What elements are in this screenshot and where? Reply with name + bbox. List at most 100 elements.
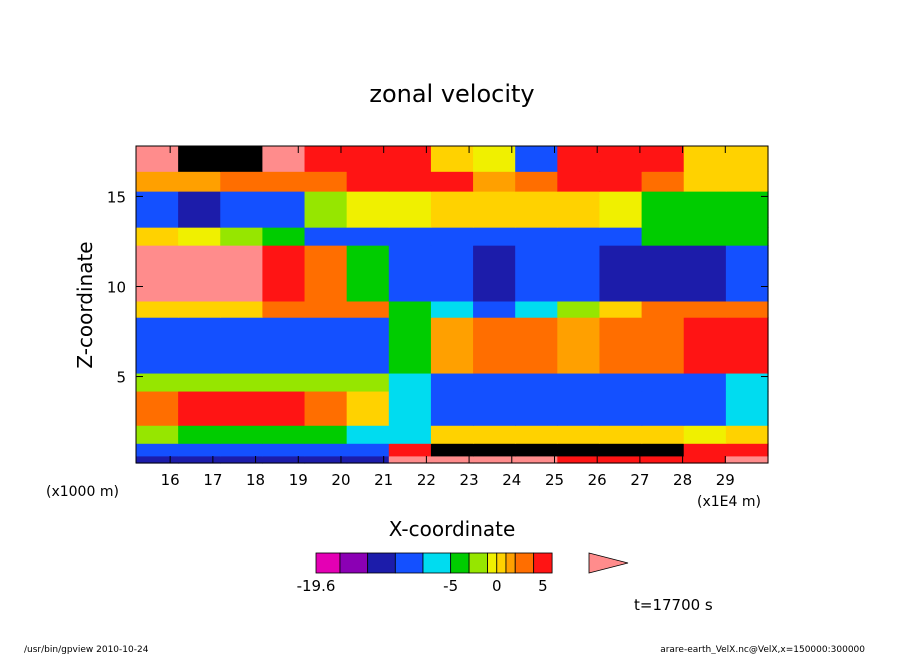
field-cell-7-4	[304, 245, 348, 302]
chart-title: zonal velocity	[369, 80, 534, 108]
field-cell-3-13	[683, 390, 727, 426]
field-cell-7-5	[346, 245, 390, 302]
field-cell-7-6	[388, 245, 432, 302]
field-cell-3-12	[641, 390, 685, 426]
x-axis-label: X-coordinate	[389, 517, 516, 541]
field-cell-1-2	[220, 443, 263, 457]
field-cell-1-10	[557, 443, 601, 457]
field-cell-9-1	[178, 191, 221, 228]
field-cell-11-10	[557, 146, 601, 172]
field-cell-5-0	[136, 317, 179, 374]
field-cell-0-5	[346, 455, 390, 464]
field-cell-6-5	[346, 300, 390, 318]
field-cell-0-10	[557, 455, 601, 464]
x-tick-label-24: 24	[502, 471, 521, 489]
y-unit-label: (x1000 m)	[46, 484, 119, 500]
field-cell-2-9	[515, 425, 558, 444]
field-cell-3-14	[725, 390, 769, 426]
field-cell-10-7	[430, 171, 474, 192]
field-cell-10-2	[220, 171, 263, 192]
field-cell-2-3	[262, 425, 306, 444]
field-cell-9-7	[430, 191, 474, 228]
field-cell-1-14	[725, 443, 769, 457]
field-cell-2-14	[725, 425, 769, 444]
field-cell-7-13	[683, 245, 727, 302]
field-cell-3-1	[178, 390, 221, 426]
field-cell-6-8	[473, 300, 516, 318]
field-cell-4-10	[557, 372, 601, 392]
field-cell-0-1	[178, 455, 221, 464]
x-unit-label: (x1E4 m)	[697, 494, 761, 510]
field-cell-11-9	[515, 146, 558, 172]
field-cell-4-3	[262, 372, 306, 392]
colorbar-segment-10	[514, 552, 535, 574]
field-cell-2-7	[430, 425, 474, 444]
field-cell-5-10	[557, 317, 601, 374]
colorbar-segment-8	[496, 552, 507, 574]
colorbar-extension	[588, 552, 629, 574]
field-cell-8-2	[220, 227, 263, 246]
field-cell-6-11	[599, 300, 643, 318]
field-cell-6-9	[515, 300, 558, 318]
colorbar: -19.6 -5 0 5	[297, 552, 629, 595]
field-cell-6-6	[388, 300, 432, 318]
field-cell-4-5	[346, 372, 390, 392]
field-cell-5-3	[262, 317, 306, 374]
field-cell-8-0	[136, 227, 179, 246]
field-cell-10-6	[388, 171, 432, 192]
field-cell-6-4	[304, 300, 348, 318]
field-cell-9-2	[220, 191, 263, 228]
colorbar-segment-1	[339, 552, 369, 574]
field-cell-6-14	[725, 300, 769, 318]
field-cell-2-11	[599, 425, 643, 444]
field-cell-1-5	[346, 443, 390, 457]
field-cell-11-6	[388, 146, 432, 172]
field-cell-9-12	[641, 191, 685, 228]
y-axis-label: Z-coordinate	[73, 241, 97, 368]
field-cell-10-1	[178, 171, 221, 192]
field-cell-11-7	[430, 146, 474, 172]
field-cell-1-11	[599, 443, 643, 457]
field-cell-2-5	[346, 425, 390, 444]
field-cell-3-8	[473, 390, 516, 426]
field-cell-5-14	[725, 317, 769, 374]
field-cell-9-6	[388, 191, 432, 228]
field-cell-0-12	[641, 455, 685, 464]
field-cell-9-9	[515, 191, 558, 228]
field-cell-9-4	[304, 191, 348, 228]
field-cell-11-0	[136, 146, 179, 172]
field-cell-4-8	[473, 372, 516, 392]
x-tick-label-29: 29	[716, 471, 735, 489]
field-cell-4-6	[388, 372, 432, 392]
colorbar-segment-9	[505, 552, 516, 574]
colorbar-segment-11	[533, 552, 553, 574]
field-cell-1-9	[515, 443, 558, 457]
field-cell-2-1	[178, 425, 221, 444]
field-cell-6-3	[262, 300, 306, 318]
field-cell-3-4	[304, 390, 348, 426]
field-cell-4-11	[599, 372, 643, 392]
field-cell-0-9	[515, 455, 558, 464]
field-cell-1-0	[136, 443, 179, 457]
field-cell-8-10	[557, 227, 601, 246]
field-cell-9-3	[262, 191, 306, 228]
x-tick-label-23: 23	[460, 471, 479, 489]
field-cell-3-0	[136, 390, 179, 426]
field-cell-7-7	[430, 245, 474, 302]
field-cell-7-3	[262, 245, 306, 302]
field-cell-3-2	[220, 390, 263, 426]
field-cell-0-8	[473, 455, 516, 464]
field-cell-11-12	[641, 146, 685, 172]
field-cell-4-9	[515, 372, 558, 392]
colorbar-label-3: 5	[538, 577, 548, 595]
field-cell-7-0	[136, 245, 179, 302]
field-cell-6-13	[683, 300, 727, 318]
field-cell-8-5	[346, 227, 390, 246]
field-cell-6-12	[641, 300, 685, 318]
x-tick-label-18: 18	[246, 471, 265, 489]
field-cell-3-9	[515, 390, 558, 426]
field-cell-1-8	[473, 443, 516, 457]
field-cell-3-10	[557, 390, 601, 426]
field-cell-5-12	[641, 317, 685, 374]
